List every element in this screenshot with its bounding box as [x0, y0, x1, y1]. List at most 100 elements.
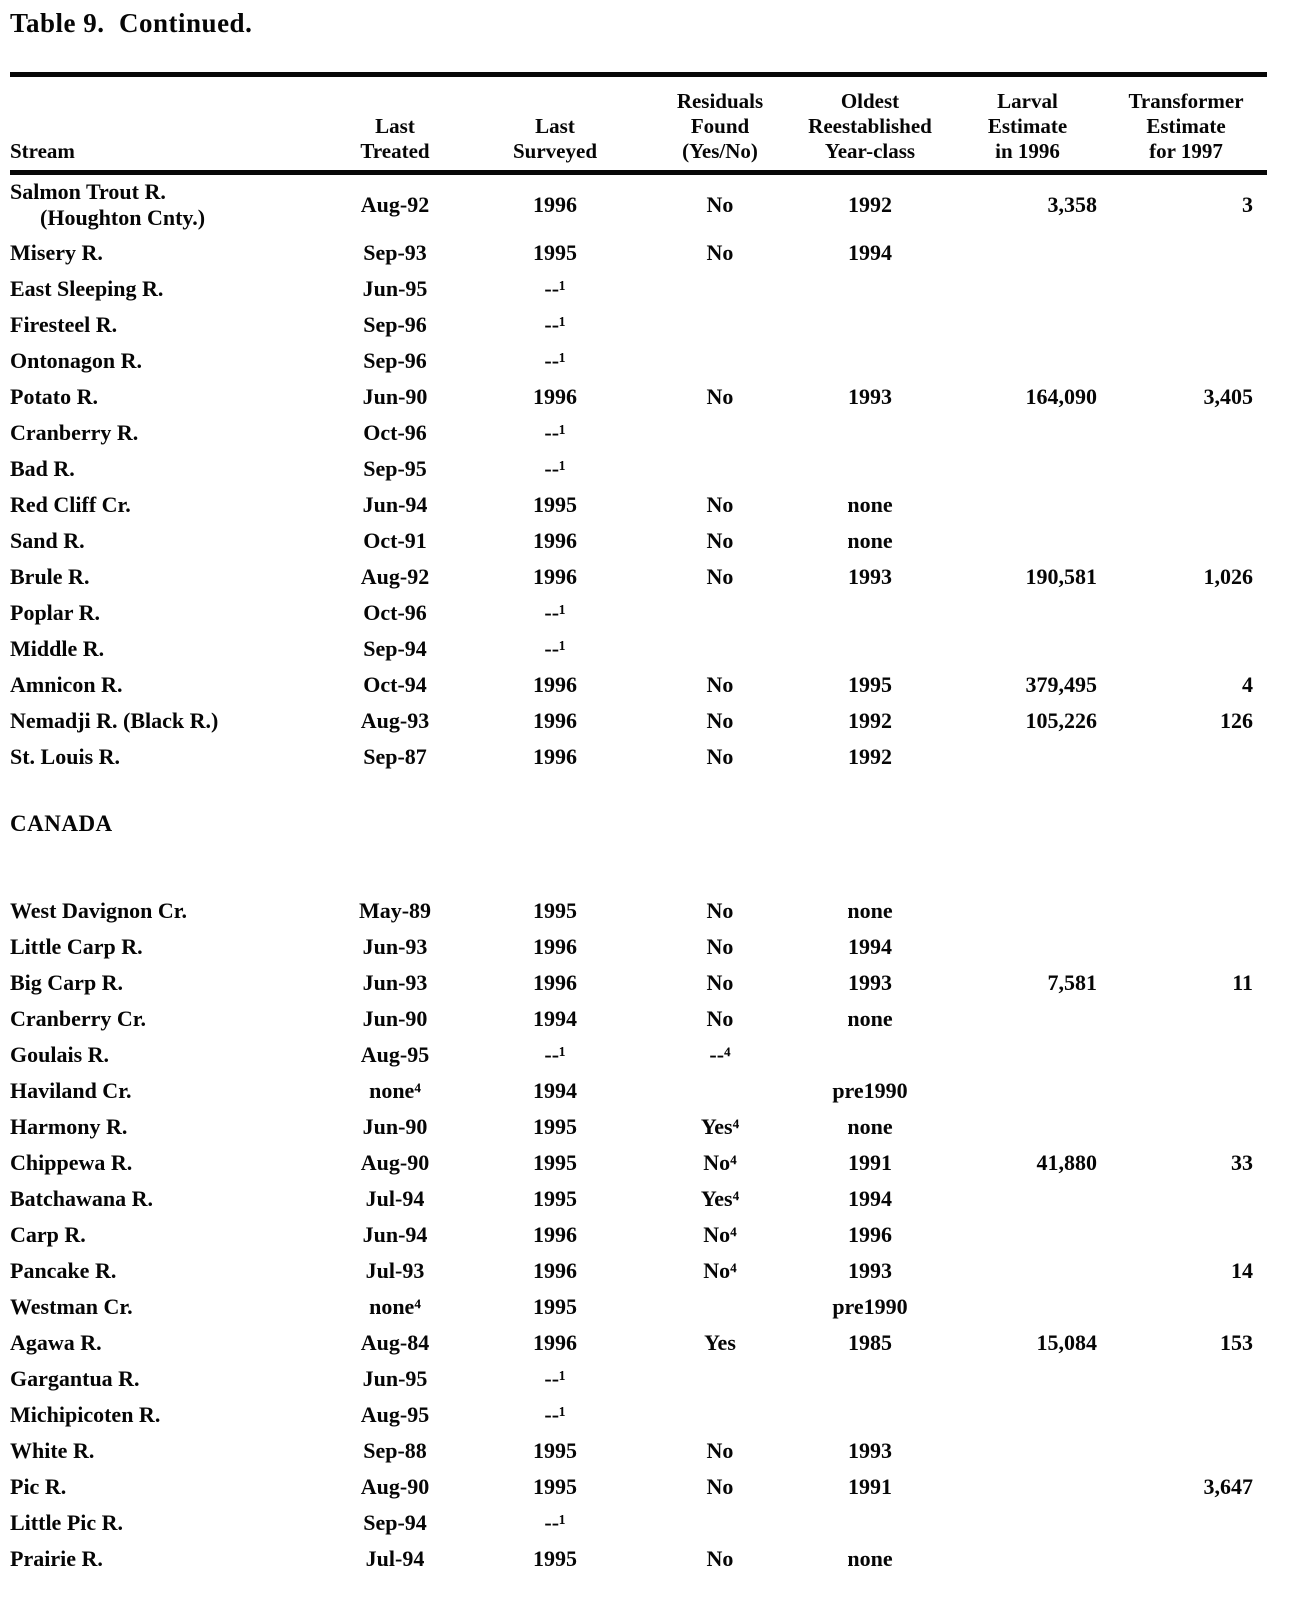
cell-oldest: none	[847, 528, 893, 553]
cell-surveyed: --¹	[544, 1402, 566, 1427]
cell-surveyed: 1996	[533, 528, 577, 553]
cell-larval: 379,495	[1025, 672, 1098, 697]
cell-treated: Aug-84	[360, 1330, 430, 1355]
cell-surveyed: 1996	[533, 1258, 577, 1283]
cell-stream: Cranberry Cr.	[10, 1006, 147, 1031]
cell-residuals: No	[706, 564, 734, 589]
cell-stream: Pancake R.	[10, 1258, 117, 1283]
cell-treated: Sep-88	[363, 1438, 427, 1463]
cell-oldest: 1992	[848, 708, 892, 733]
cell-transformer: 126	[1220, 708, 1253, 733]
cell-oldest: none	[847, 492, 893, 517]
table-row: West Davignon Cr. May-89 1995 No none	[10, 893, 1267, 929]
table-row: Goulais R. Aug-95 --¹ --⁴	[10, 1037, 1267, 1073]
table-row: Middle R. Sep-94 --¹	[10, 631, 1267, 667]
cell-residuals: No⁴	[703, 1222, 737, 1247]
cell-stream: Gargantua R.	[10, 1366, 140, 1391]
cell-oldest: 1991	[848, 1474, 892, 1499]
cell-oldest	[790, 271, 950, 307]
cell-transformer	[1105, 1001, 1267, 1037]
table-row: Sand R. Oct-91 1996 No none	[10, 523, 1267, 559]
cell-larval	[950, 343, 1105, 379]
cell-treated: Jun-90	[362, 384, 428, 409]
cell-residuals: --⁴	[709, 1042, 731, 1067]
cell-surveyed: 1995	[533, 1114, 577, 1139]
cell-larval: 7,581	[1047, 970, 1098, 995]
table-row: Michipicoten R. Aug-95 --¹	[10, 1397, 1267, 1433]
cell-surveyed: 1995	[533, 1186, 577, 1211]
cell-residuals: No	[706, 1006, 734, 1031]
cell-treated: Aug-92	[360, 192, 430, 217]
cell-surveyed: 1996	[533, 564, 577, 589]
cell-transformer	[1105, 1397, 1267, 1433]
cell-residuals: No	[706, 192, 734, 217]
table-row: Agawa R. Aug-84 1996 Yes 1985 15,084 153	[10, 1325, 1267, 1361]
table-row: Nemadji R. (Black R.) Aug-93 1996 No 1992 105…	[10, 703, 1267, 739]
cell-residuals: No	[706, 1438, 734, 1463]
cell-stream: Harmony R.	[10, 1114, 128, 1139]
section-label-canada: CANADA	[10, 811, 113, 837]
cell-oldest: pre1990	[832, 1294, 908, 1319]
cell-transformer: 3,405	[1203, 384, 1254, 409]
cell-surveyed: 1996	[533, 192, 577, 217]
cell-oldest: none	[847, 1006, 893, 1031]
cell-treated: Sep-94	[363, 1510, 427, 1535]
cell-surveyed: 1996	[533, 384, 577, 409]
cell-treated: May-89	[358, 898, 432, 923]
cell-treated: Sep-95	[363, 456, 427, 481]
section-gap-bottom	[10, 837, 1267, 893]
cell-transformer: 14	[1231, 1258, 1253, 1283]
cell-larval	[950, 929, 1105, 965]
cell-oldest	[790, 415, 950, 451]
cell-treated: Jul-93	[365, 1258, 425, 1283]
cell-residuals: No	[706, 672, 734, 697]
cell-residuals	[650, 415, 790, 451]
cell-larval: 105,226	[1025, 708, 1098, 733]
cell-stream: Brule R.	[10, 564, 90, 589]
cell-treated: Sep-87	[363, 744, 427, 769]
cell-residuals	[650, 1505, 790, 1541]
cell-transformer	[1105, 1289, 1267, 1325]
cell-transformer: 11	[1232, 970, 1253, 995]
cell-residuals	[650, 631, 790, 667]
cell-oldest	[790, 1505, 950, 1541]
cell-surveyed: --¹	[544, 1366, 566, 1391]
cell-stream: Sand R.	[10, 528, 85, 553]
cell-larval	[950, 1505, 1105, 1541]
cell-surveyed: 1995	[533, 492, 577, 517]
cell-treated: Jun-94	[362, 1222, 428, 1247]
cell-surveyed: 1995	[533, 898, 577, 923]
cell-surveyed: 1996	[533, 934, 577, 959]
cell-treated: Aug-95	[360, 1042, 430, 1067]
cell-oldest: 1993	[848, 384, 892, 409]
cell-larval: 41,880	[1036, 1150, 1098, 1175]
cell-stream: Nemadji R. (Black R.)	[10, 708, 219, 733]
cell-oldest: 1993	[848, 564, 892, 589]
table-row: Misery R. Sep-93 1995 No 1994	[10, 235, 1267, 271]
cell-surveyed: 1996	[533, 1222, 577, 1247]
cell-transformer	[1105, 595, 1267, 631]
cell-treated: none⁴	[369, 1078, 421, 1103]
table-row: Cranberry R. Oct-96 --¹	[10, 415, 1267, 451]
header-oldest-yearclass: Oldest Reestablished Year-class	[790, 72, 950, 175]
cell-oldest: 1993	[848, 1438, 892, 1463]
header-last-treated: Last Treated	[330, 72, 460, 175]
cell-stream: East Sleeping R.	[10, 276, 164, 301]
cell-oldest: 1994	[848, 1186, 892, 1211]
cell-transformer	[1105, 1073, 1267, 1109]
cell-surveyed: 1994	[533, 1078, 577, 1103]
cell-surveyed: --¹	[544, 312, 566, 337]
cell-oldest	[790, 307, 950, 343]
cell-residuals	[650, 1289, 790, 1325]
cell-transformer	[1105, 1217, 1267, 1253]
cell-transformer: 4	[1242, 672, 1253, 697]
cell-residuals: No	[706, 934, 734, 959]
cell-oldest	[790, 1397, 950, 1433]
cell-larval	[950, 487, 1105, 523]
cell-oldest	[790, 343, 950, 379]
table-row: Amnicon R. Oct-94 1996 No 1995 379,495 4	[10, 667, 1267, 703]
cell-stream: Cranberry R.	[10, 420, 139, 445]
cell-treated: Jul-94	[365, 1186, 425, 1211]
cell-surveyed: --¹	[544, 276, 566, 301]
table-row: Harmony R. Jun-90 1995 Yes⁴ none	[10, 1109, 1267, 1145]
